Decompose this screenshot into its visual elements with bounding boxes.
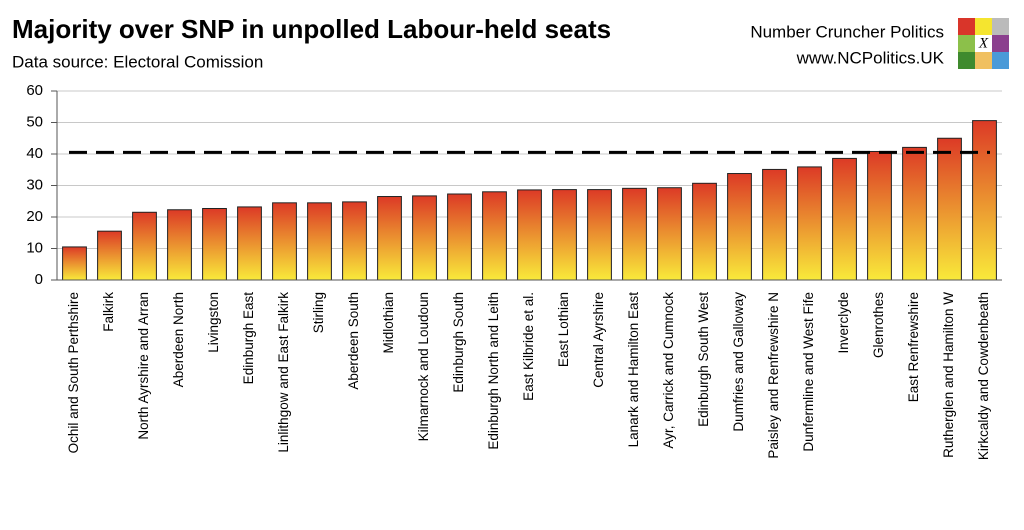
bar <box>902 146 927 281</box>
x-tick-label: Ochil and South Perthshire <box>66 292 81 453</box>
bar <box>482 191 507 281</box>
bar <box>972 120 997 281</box>
bar <box>307 202 332 281</box>
bar <box>272 202 297 281</box>
bar <box>692 182 717 281</box>
x-tick-label: North Ayrshire and Arran <box>136 292 151 440</box>
x-tick-label: Edinburgh North and Leith <box>486 292 501 450</box>
bar <box>167 209 192 281</box>
x-tick-label: Dunfermline and West Fife <box>801 292 816 452</box>
x-tick-label: Aberdeen North <box>171 292 186 387</box>
bar <box>727 173 752 281</box>
bar <box>447 193 472 281</box>
x-tick-label: Dumfries and Galloway <box>731 292 746 432</box>
x-tick-label: Edinburgh East <box>241 292 256 385</box>
x-tick-label: Midlothian <box>381 292 396 354</box>
brand: Number Cruncher Politics <box>750 22 944 41</box>
bar <box>762 168 787 281</box>
x-tick-label: Inverclyde <box>836 292 851 354</box>
chart-title: Majority over SNP in unpolled Labour-hel… <box>12 14 611 44</box>
x-tick-label: East Renfrewshire <box>906 292 921 402</box>
x-tick-label: Ayr, Carrick and Cumnock <box>661 292 676 449</box>
logo-letter: X <box>978 35 989 51</box>
bar <box>342 201 367 281</box>
y-tick-label: 10 <box>26 239 43 256</box>
x-tick-label: Stirling <box>311 292 326 333</box>
x-tick-label: Livingston <box>206 292 221 353</box>
x-tick-label: Rutherglen and Hamilton W <box>941 292 956 458</box>
bar <box>552 189 577 281</box>
x-tick-label: Kilmarnock and Loudoun <box>416 292 431 441</box>
x-tick-label: East Kilbride et al. <box>521 292 536 401</box>
y-tick-label: 50 <box>26 113 43 130</box>
x-tick-label: Edinburgh South <box>451 292 466 393</box>
y-tick-label: 20 <box>26 208 43 225</box>
chart-subtitle: Data source: Electoral Comission <box>12 52 263 71</box>
brand-url: www.NCPolitics.UK <box>796 48 945 67</box>
y-tick-label: 60 <box>26 82 43 99</box>
bar <box>202 207 227 281</box>
x-tick-label: Linlithgow and East Falkirk <box>276 292 291 453</box>
bar <box>622 187 647 281</box>
y-tick-label: 0 <box>35 271 43 288</box>
x-tick-label: Lanark and Hamilton East <box>626 292 641 448</box>
y-tick-label: 40 <box>26 145 43 162</box>
y-tick-label: 30 <box>26 176 43 193</box>
bar <box>517 189 542 281</box>
x-tick-label: Aberdeen South <box>346 292 361 390</box>
x-tick-label: Edinburgh South West <box>696 292 711 427</box>
bar <box>97 230 122 281</box>
bar <box>62 246 87 281</box>
bar <box>937 137 962 281</box>
bar <box>412 195 437 281</box>
x-tick-label: Central Ayrshire <box>591 292 606 388</box>
bar <box>132 211 157 281</box>
x-tick-label: Kirkcaldy and Cowdenbeath <box>976 292 991 460</box>
x-tick-label: Paisley and Renfrewshire N <box>766 292 781 459</box>
bar <box>237 206 262 281</box>
x-tick-label: East Lothian <box>556 292 571 367</box>
bar <box>587 189 612 281</box>
bar <box>867 150 892 281</box>
bar <box>797 166 822 281</box>
x-tick-label: Falkirk <box>101 292 116 332</box>
bar <box>657 187 682 281</box>
x-tick-label: Glenrothes <box>871 292 886 358</box>
bar <box>377 196 402 281</box>
logo: X <box>958 18 1009 69</box>
bar <box>832 157 857 281</box>
